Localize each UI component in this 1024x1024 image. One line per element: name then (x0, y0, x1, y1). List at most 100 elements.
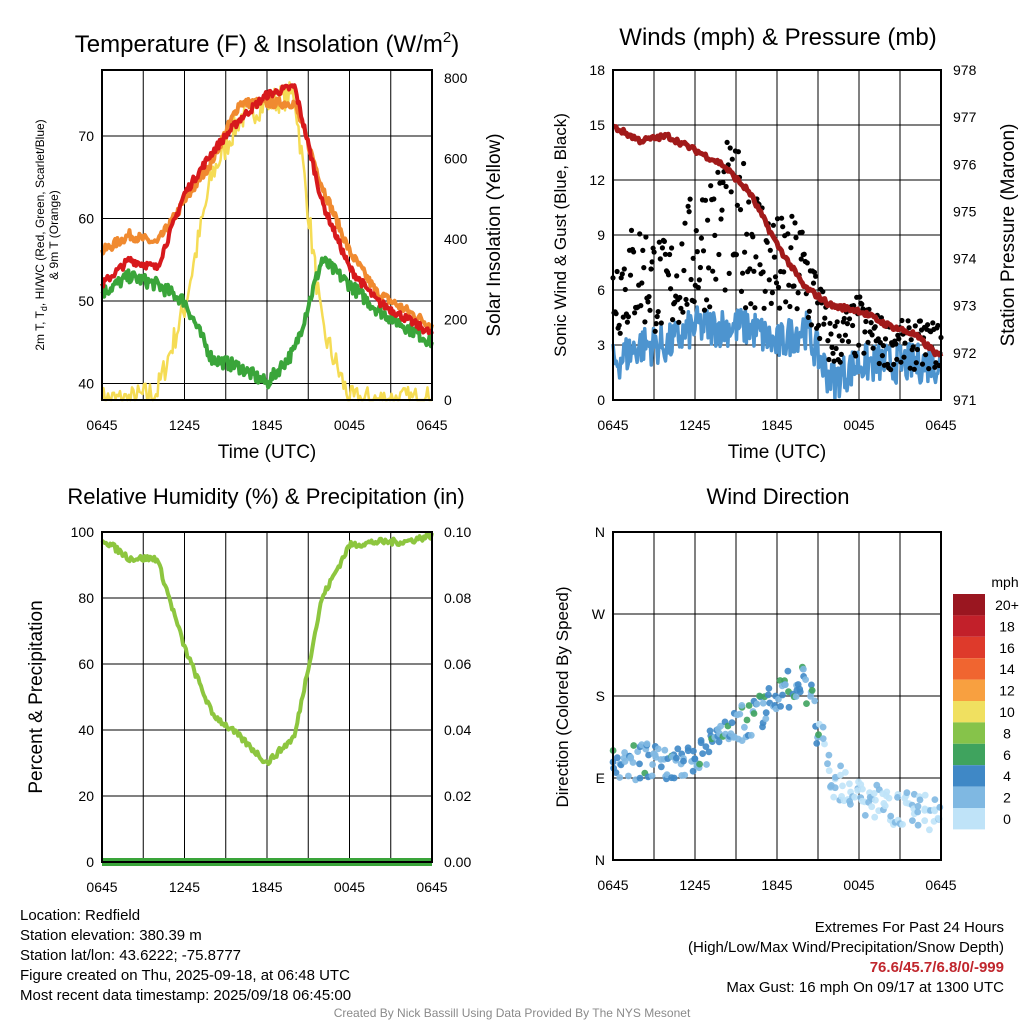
gust-point (913, 360, 919, 366)
gust-point (683, 296, 689, 303)
x-tick-label: 0645 (86, 417, 117, 433)
direction-point (894, 794, 901, 801)
direction-point (715, 738, 723, 746)
gust-point (801, 251, 807, 257)
gust-point (652, 328, 658, 334)
direction-point (728, 719, 736, 727)
direction-point (914, 821, 922, 829)
legend-label: 14 (999, 661, 1015, 677)
humidity-chart-title: Relative Humidity (%) & Precipitation (i… (67, 484, 464, 509)
direction-panel: Wind Direction 0645 1245 1845 0045 0645 N E S W N… (553, 484, 1019, 893)
right-y-tick-label: 0.04 (444, 722, 471, 738)
legend-label: 18 (999, 618, 1015, 634)
gust-point (925, 322, 931, 328)
direction-point (649, 761, 656, 768)
legend-label: 8 (1003, 725, 1011, 741)
direction-point (643, 740, 651, 748)
gust-point (838, 351, 844, 357)
gust-point (737, 207, 744, 213)
gust-point (785, 231, 791, 237)
gust-point (716, 251, 722, 258)
x-tick-label: 0645 (416, 879, 447, 895)
station-elevation: Station elevation: 380.39 m (20, 927, 202, 944)
x-tick-label: 1845 (251, 879, 282, 895)
left-y-tick-label: 40 (78, 722, 94, 738)
gust-point (631, 249, 637, 255)
gust-point (682, 220, 688, 226)
gust-point (746, 199, 752, 205)
legend-swatch (953, 658, 985, 680)
gust-point (830, 350, 836, 356)
direction-point (762, 709, 770, 717)
gust-point (704, 297, 710, 303)
gust-point (723, 183, 729, 190)
left-y-tick-label: 40 (78, 376, 94, 392)
gust-point (760, 269, 766, 275)
direction-point (703, 761, 710, 768)
gust-point (701, 307, 708, 313)
direction-tick-label: E (596, 770, 605, 786)
gust-point (705, 217, 711, 223)
humidity-line (100, 531, 434, 766)
direction-point (627, 753, 635, 761)
gust-point (681, 267, 687, 274)
gust-point (908, 337, 914, 343)
direction-point (638, 741, 646, 749)
gust-point (888, 367, 894, 373)
right-y-tick-label: 0.10 (444, 524, 471, 540)
gust-point (748, 301, 754, 307)
gust-point (810, 280, 817, 286)
gust-point (640, 247, 646, 253)
gust-point (617, 330, 623, 336)
gust-point (622, 286, 628, 293)
gust-point (678, 305, 684, 311)
gust-point (750, 234, 756, 240)
x-tick-label: 0645 (597, 417, 628, 433)
temperature-gridlines (102, 70, 432, 400)
direction-point (847, 800, 854, 808)
gust-point (917, 318, 924, 324)
direction-left-axis-label: Direction (Colored By Speed) (553, 586, 572, 807)
direction-point (926, 826, 933, 834)
direction-point (868, 803, 876, 811)
humidity-tick-labels: 0645 1245 1845 0045 0645 0 20 40 60 80 100 0.00 0.02… (71, 524, 472, 895)
direction-point (630, 742, 638, 749)
dewpoint-line (100, 255, 434, 390)
x-tick-label: 0045 (843, 877, 874, 893)
gust-point (614, 268, 620, 275)
legend-label: 2 (1003, 790, 1011, 806)
gust-point (839, 338, 845, 344)
legend-swatch (953, 615, 985, 637)
wind-tick-labels: 0645 1245 1845 0045 0645 0 3 6 9 12 15 18 971 972 973 9… (589, 62, 976, 433)
extremes-info: Extremes For Past 24 Hours (High/Low/Max… (688, 918, 1004, 998)
right-y-tick-label: 400 (444, 231, 468, 247)
gust-point (808, 322, 815, 328)
direction-point (684, 747, 692, 755)
direction-point (792, 693, 800, 700)
gust-point (695, 284, 701, 291)
station-location: Location: Redfield (20, 907, 141, 924)
gust-point (710, 268, 716, 274)
direction-point (811, 697, 819, 705)
direction-point (839, 782, 846, 790)
gust-point (773, 280, 780, 286)
speed-color-legend: 20+ 18 16 14 12 10 8 6 4 2 0 (953, 594, 1019, 830)
gust-point (876, 360, 882, 367)
direction-tick-labels: 0645 1245 1845 0045 0645 N E S W N (592, 524, 957, 893)
left-y-tick-label: 50 (78, 293, 94, 309)
gust-point (667, 251, 673, 258)
figure-created: Figure created on Thu, 2025-09-18, at 06… (20, 967, 350, 984)
gust-point (621, 266, 627, 272)
gust-point (932, 364, 938, 370)
gust-point (728, 189, 734, 195)
gust-point (772, 274, 779, 280)
left-y-tick-label: 6 (597, 282, 605, 298)
gust-point (762, 288, 768, 294)
extremes-subtitle: (High/Low/Max Wind/Precipitation/Snow De… (688, 939, 1004, 956)
gust-point (712, 232, 718, 238)
gust-point (753, 254, 759, 260)
x-tick-label: 1845 (251, 417, 282, 433)
direction-point (819, 735, 827, 742)
gust-point (766, 277, 772, 283)
gust-point (795, 290, 801, 296)
